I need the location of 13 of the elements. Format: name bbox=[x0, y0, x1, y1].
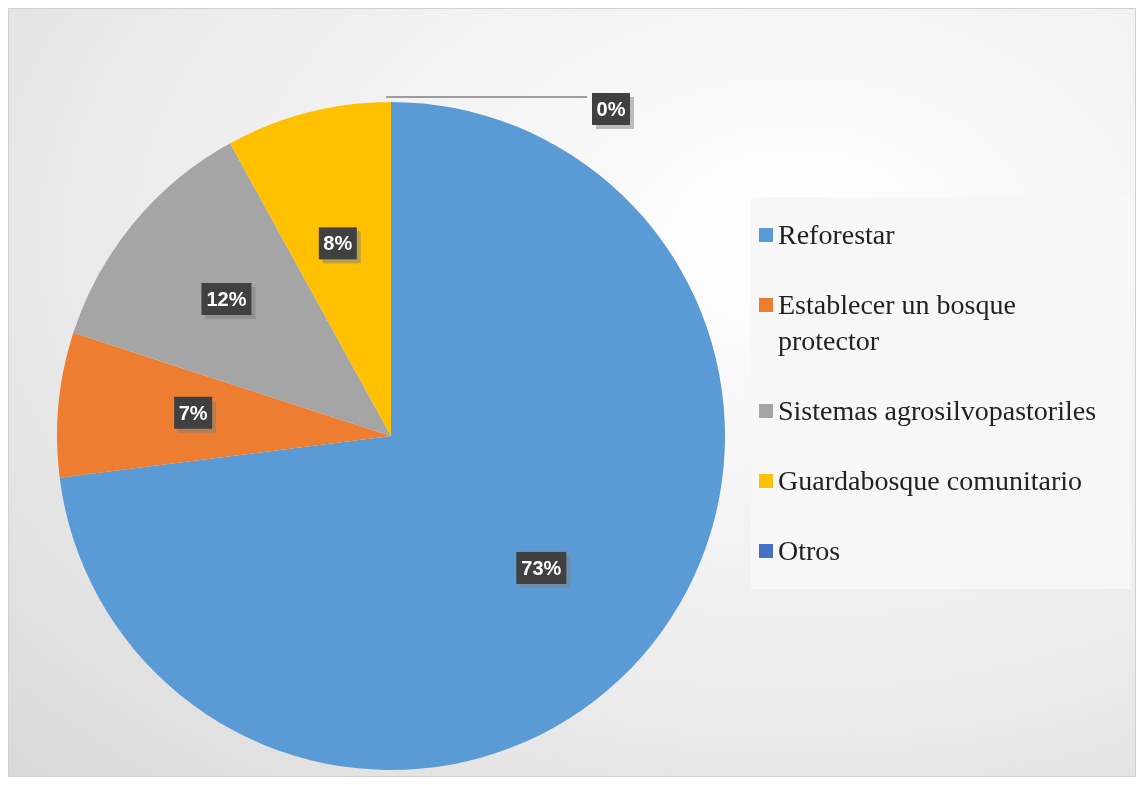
legend-label: Sistemas agrosilvopastoriles bbox=[778, 393, 1097, 428]
data-label: 12% bbox=[206, 288, 247, 310]
data-label: 7% bbox=[178, 401, 208, 424]
pie-slice bbox=[57, 332, 391, 478]
data-label: 8% bbox=[323, 232, 353, 255]
pie-slice bbox=[73, 143, 391, 436]
legend-label: Establecer un bosque protector bbox=[778, 287, 1017, 358]
data-label: 73% bbox=[521, 556, 562, 579]
legend-label: Reforestar bbox=[778, 217, 895, 252]
pie-slice bbox=[59, 102, 725, 770]
legend-label: Guardabosque comunitario bbox=[778, 463, 1083, 498]
legend-label: Otros bbox=[778, 533, 841, 568]
text: 0% bbox=[596, 98, 626, 120]
